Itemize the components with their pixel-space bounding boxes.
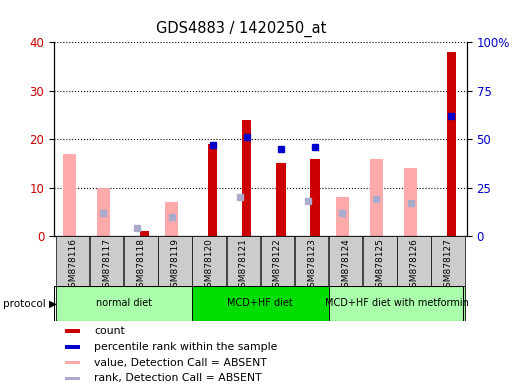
Bar [329, 286, 465, 321]
Bar [276, 164, 286, 236]
Text: GSM878119: GSM878119 [170, 238, 180, 293]
Bar [165, 202, 178, 236]
Bar [63, 154, 76, 236]
Bar [97, 188, 110, 236]
Bar [227, 236, 260, 286]
Bar [397, 236, 430, 286]
Bar [65, 361, 80, 364]
Bar [404, 168, 417, 236]
Text: MCD+HF diet: MCD+HF diet [227, 298, 293, 308]
Text: rank, Detection Call = ABSENT: rank, Detection Call = ABSENT [94, 374, 262, 384]
Bar [447, 52, 456, 236]
Bar [295, 236, 328, 286]
Bar [310, 159, 320, 236]
Bar [431, 236, 465, 286]
Bar [261, 236, 294, 286]
Text: GSM878125: GSM878125 [376, 238, 384, 293]
Text: GSM878124: GSM878124 [341, 238, 350, 293]
Text: GSM878126: GSM878126 [409, 238, 419, 293]
Bar [65, 329, 80, 333]
Text: GSM878122: GSM878122 [273, 238, 282, 293]
Bar [65, 345, 80, 349]
Bar [370, 159, 383, 236]
Bar [56, 236, 89, 286]
Text: GDS4883 / 1420250_at: GDS4883 / 1420250_at [156, 21, 326, 37]
Bar [192, 286, 329, 321]
Bar [140, 231, 149, 236]
Text: GSM878121: GSM878121 [239, 238, 248, 293]
Bar [336, 197, 349, 236]
Bar [363, 236, 397, 286]
Text: MCD+HF diet with metformin: MCD+HF diet with metformin [325, 298, 469, 308]
Bar [124, 236, 157, 286]
Bar [242, 120, 251, 236]
Bar [208, 144, 218, 236]
Text: percentile rank within the sample: percentile rank within the sample [94, 342, 278, 352]
Text: GSM878118: GSM878118 [136, 238, 145, 293]
Bar [65, 377, 80, 380]
Text: GSM878116: GSM878116 [68, 238, 77, 293]
Text: GSM878117: GSM878117 [102, 238, 111, 293]
Text: value, Detection Call = ABSENT: value, Detection Call = ABSENT [94, 358, 267, 367]
Text: GSM878127: GSM878127 [444, 238, 452, 293]
Bar [192, 236, 226, 286]
Bar [55, 286, 192, 321]
Text: count: count [94, 326, 125, 336]
Text: GSM878123: GSM878123 [307, 238, 316, 293]
Bar [90, 236, 124, 286]
Bar [329, 236, 362, 286]
Bar [159, 236, 192, 286]
Text: GSM878120: GSM878120 [205, 238, 213, 293]
Text: protocol ▶: protocol ▶ [3, 299, 56, 309]
Text: normal diet: normal diet [96, 298, 152, 308]
